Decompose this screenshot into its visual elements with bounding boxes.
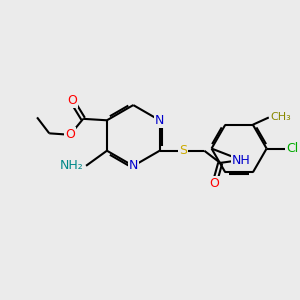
Text: N: N — [155, 114, 164, 127]
Text: S: S — [179, 144, 188, 157]
Text: NH₂: NH₂ — [59, 159, 83, 172]
Text: O: O — [67, 94, 77, 107]
Text: N: N — [129, 159, 138, 172]
Text: CH₃: CH₃ — [270, 112, 291, 122]
Text: O: O — [209, 177, 219, 190]
Text: Cl: Cl — [286, 142, 298, 155]
Text: NH: NH — [232, 154, 250, 166]
Text: O: O — [65, 128, 75, 141]
